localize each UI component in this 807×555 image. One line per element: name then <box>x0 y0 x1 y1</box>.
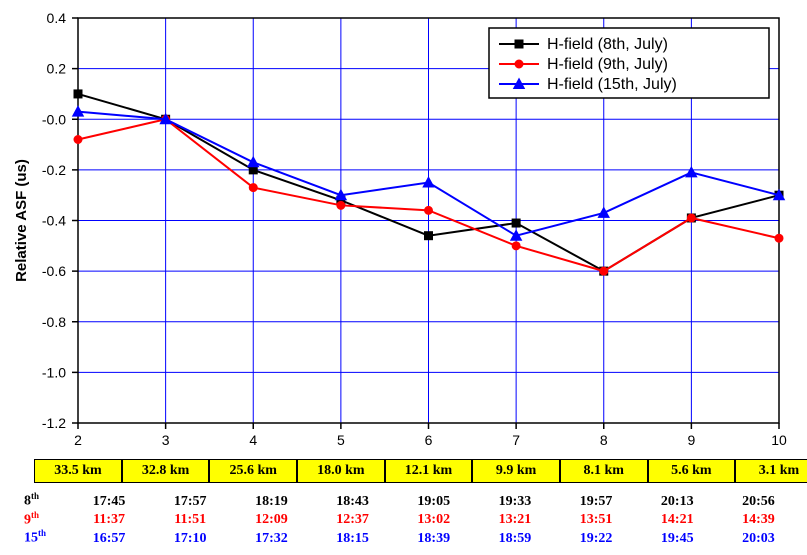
time-cell: 18:15 <box>312 531 393 547</box>
time-cell: 11:51 <box>150 512 231 528</box>
distance-cell: 18.0 km <box>297 459 385 483</box>
time-cell: 19:45 <box>637 531 718 547</box>
svg-text:-0.8: -0.8 <box>42 314 66 330</box>
time-cell: 17:32 <box>231 531 312 547</box>
svg-text:-0.6: -0.6 <box>42 263 66 279</box>
time-cell: 20:03 <box>718 531 799 547</box>
time-cell: 14:21 <box>637 512 718 528</box>
svg-text:3: 3 <box>162 432 170 448</box>
time-cell: 12:09 <box>231 512 312 528</box>
time-cell: 19:05 <box>393 494 474 510</box>
time-row: 9th11:3711:5112:0912:3713:0213:2113:5114… <box>18 510 799 529</box>
distance-cell: 33.5 km <box>34 459 122 483</box>
time-row-label: 8th <box>18 491 68 510</box>
time-cell: 13:21 <box>474 512 555 528</box>
time-cell: 13:02 <box>393 512 474 528</box>
time-cell: 20:56 <box>718 494 799 510</box>
distance-cell: 32.8 km <box>122 459 210 483</box>
svg-text:-1.0: -1.0 <box>42 364 66 380</box>
svg-text:5: 5 <box>337 432 345 448</box>
distance-cell: 8.1 km <box>560 459 648 483</box>
time-cell: 18:19 <box>231 494 312 510</box>
line-chart: 2 3 4 5 6 7 8 9 10 -1.2 -1.0 -0.8 -0.6 -0.4 -0.2 -0.0 0.… <box>8 8 799 453</box>
legend-label: H-field (15th, July) <box>547 76 677 93</box>
time-cell: 18:39 <box>393 531 474 547</box>
time-cell: 13:51 <box>556 512 637 528</box>
time-row: 15th16:5717:1017:3218:1518:3918:5919:221… <box>18 528 799 547</box>
time-cell: 19:33 <box>474 494 555 510</box>
chart-container: 2 3 4 5 6 7 8 9 10 -1.2 -1.0 -0.8 -0.6 -0.4 -0.2 -0.0 0.… <box>8 8 799 453</box>
distance-cell: 12.1 km <box>385 459 473 483</box>
legend-label: H-field (8th, July) <box>547 36 668 53</box>
time-cell: 16:57 <box>68 531 149 547</box>
distance-cell: 25.6 km <box>209 459 297 483</box>
svg-text:0.4: 0.4 <box>47 10 67 26</box>
time-row-label: 9th <box>18 510 68 529</box>
distance-row: 33.5 km32.8 km25.6 km18.0 km12.1 km9.9 k… <box>34 459 807 483</box>
time-cell: 20:13 <box>637 494 718 510</box>
svg-text:9: 9 <box>687 432 695 448</box>
time-cell: 14:39 <box>718 512 799 528</box>
svg-text:7: 7 <box>512 432 520 448</box>
time-cell: 17:45 <box>68 494 149 510</box>
time-cell: 17:57 <box>150 494 231 510</box>
distance-cell: 9.9 km <box>472 459 560 483</box>
svg-text:8: 8 <box>600 432 608 448</box>
svg-text:0.2: 0.2 <box>47 61 67 77</box>
svg-text:2: 2 <box>74 432 82 448</box>
svg-text:Relative ASF (us): Relative ASF (us) <box>13 159 30 282</box>
time-cell: 19:22 <box>556 531 637 547</box>
svg-text:4: 4 <box>249 432 257 448</box>
time-table: 8th17:4517:5718:1918:4319:0519:3319:5720… <box>18 491 799 547</box>
time-row-label: 15th <box>18 528 68 547</box>
distance-cell: 3.1 km <box>735 459 807 483</box>
svg-text:-0.2: -0.2 <box>42 162 66 178</box>
time-cell: 17:10 <box>150 531 231 547</box>
svg-text:6: 6 <box>425 432 433 448</box>
distance-cell: 5.6 km <box>648 459 736 483</box>
time-row: 8th17:4517:5718:1918:4319:0519:3319:5720… <box>18 491 799 510</box>
time-cell: 19:57 <box>556 494 637 510</box>
legend-label: H-field (9th, July) <box>547 56 668 73</box>
time-cell: 18:59 <box>474 531 555 547</box>
svg-text:-0.0: -0.0 <box>42 111 66 127</box>
time-cell: 11:37 <box>68 512 149 528</box>
svg-text:10: 10 <box>771 432 787 448</box>
time-cell: 18:43 <box>312 494 393 510</box>
time-cell: 12:37 <box>312 512 393 528</box>
svg-text:-0.4: -0.4 <box>42 213 66 229</box>
svg-text:-1.2: -1.2 <box>42 415 66 431</box>
